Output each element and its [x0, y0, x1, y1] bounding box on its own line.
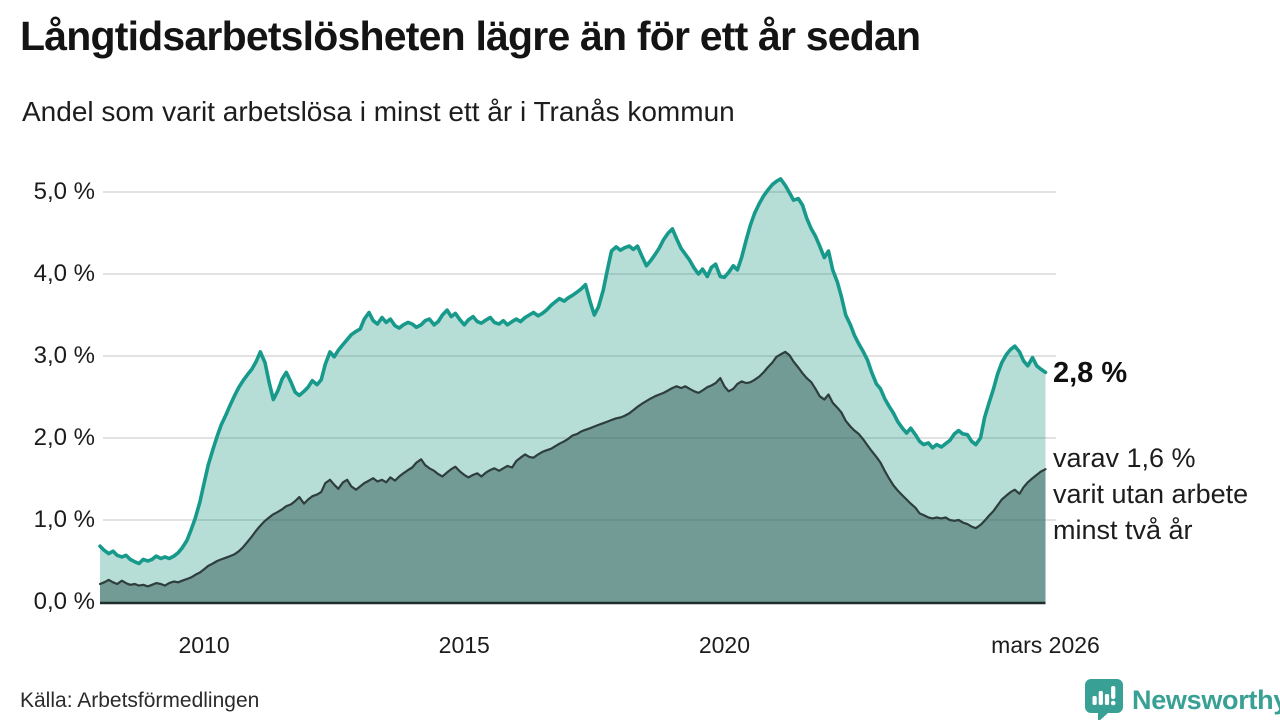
newsworthy-logo-icon	[1084, 678, 1124, 720]
chart-subtitle: Andel som varit arbetslösa i minst ett å…	[22, 96, 735, 127]
newsworthy-logo-text: Newsworthy	[1132, 685, 1280, 715]
y-tick-label-0: 0,0 %	[33, 588, 95, 615]
series-end-label-secondary-line3: minst två år	[1053, 515, 1193, 545]
line-arbetslosa-minst-tva-ar	[98, 350, 1047, 588]
x-tick-label-3: mars 2026	[991, 632, 1100, 658]
y-tick-label-1: 1,0 %	[33, 506, 95, 533]
x-tick-label-2: 2020	[698, 632, 750, 658]
line-arbetslosa-minst-ett-ar	[98, 177, 1048, 566]
series-end-label-secondary-line2: varit utan arbete	[1053, 479, 1249, 509]
y-tick-label-2: 2,0 %	[33, 424, 95, 451]
y-tick-label-4: 4,0 %	[33, 260, 95, 287]
source-credit: Källa: Arbetsförmedlingen	[20, 689, 260, 712]
y-tick-label-3: 3,0 %	[33, 342, 95, 369]
series-end-label-total: 2,8 %	[1053, 357, 1128, 389]
x-tick-label-1: 2015	[438, 632, 490, 658]
series-end-label-secondary-line1: varav 1,6 %	[1053, 443, 1196, 473]
series-end-label-secondary: varav 1,6 % varit utan arbete minst två …	[1053, 440, 1248, 548]
y-tick-label-5: 5,0 %	[33, 178, 95, 205]
x-tick-label-0: 2010	[178, 632, 230, 658]
chart-title: Långtidsarbetslösheten lägre än för ett …	[20, 13, 921, 59]
newsworthy-logo[interactable]: Newsworthy	[1084, 678, 1280, 720]
area-arbetslosa-minst-tva-ar	[100, 351, 1046, 602]
